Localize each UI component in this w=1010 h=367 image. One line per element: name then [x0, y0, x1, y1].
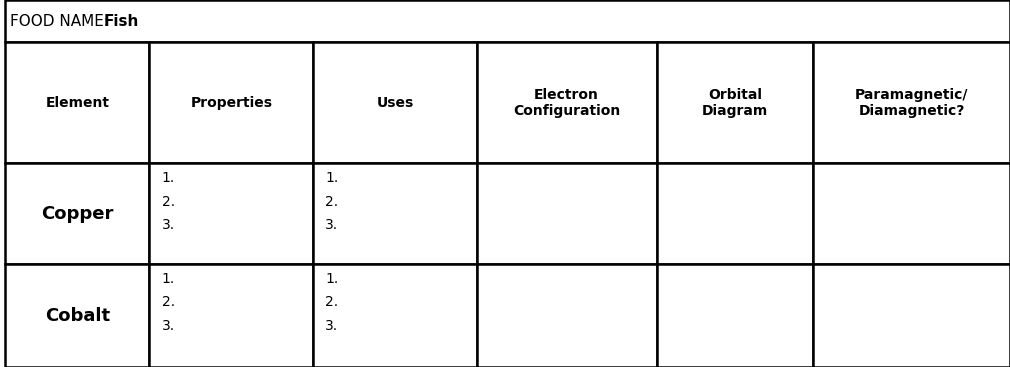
Text: Properties: Properties	[190, 96, 273, 110]
Text: 1.
2.
3.: 1. 2. 3.	[325, 272, 338, 333]
Bar	[313, 264, 477, 367]
Bar	[813, 264, 1010, 367]
Text: Cobalt: Cobalt	[44, 306, 110, 325]
Bar	[149, 42, 313, 163]
Bar	[313, 163, 477, 264]
Text: Electron
Configuration: Electron Configuration	[513, 88, 620, 118]
Bar	[477, 163, 656, 264]
Text: Fish: Fish	[104, 14, 139, 29]
Text: FOOD NAME:: FOOD NAME:	[10, 14, 109, 29]
Bar	[149, 163, 313, 264]
Text: Element: Element	[45, 96, 109, 110]
Text: Uses: Uses	[377, 96, 413, 110]
Bar	[477, 42, 656, 163]
Text: 1.
2.
3.: 1. 2. 3.	[325, 171, 338, 232]
Text: Orbital
Diagram: Orbital Diagram	[702, 88, 768, 118]
Bar	[313, 42, 477, 163]
Bar	[149, 264, 313, 367]
Text: Paramagnetic/
Diamagnetic?: Paramagnetic/ Diamagnetic?	[854, 88, 969, 118]
Text: 1.
2.
3.: 1. 2. 3.	[162, 171, 175, 232]
Text: Copper: Copper	[41, 205, 113, 223]
Bar	[813, 163, 1010, 264]
Bar	[5, 0, 1010, 42]
Bar	[5, 264, 149, 367]
Bar	[5, 163, 149, 264]
Bar	[656, 163, 813, 264]
Bar	[477, 264, 656, 367]
Bar	[5, 42, 149, 163]
Bar	[656, 264, 813, 367]
Bar	[656, 42, 813, 163]
Text: 1.
2.
3.: 1. 2. 3.	[162, 272, 175, 333]
Bar	[813, 42, 1010, 163]
